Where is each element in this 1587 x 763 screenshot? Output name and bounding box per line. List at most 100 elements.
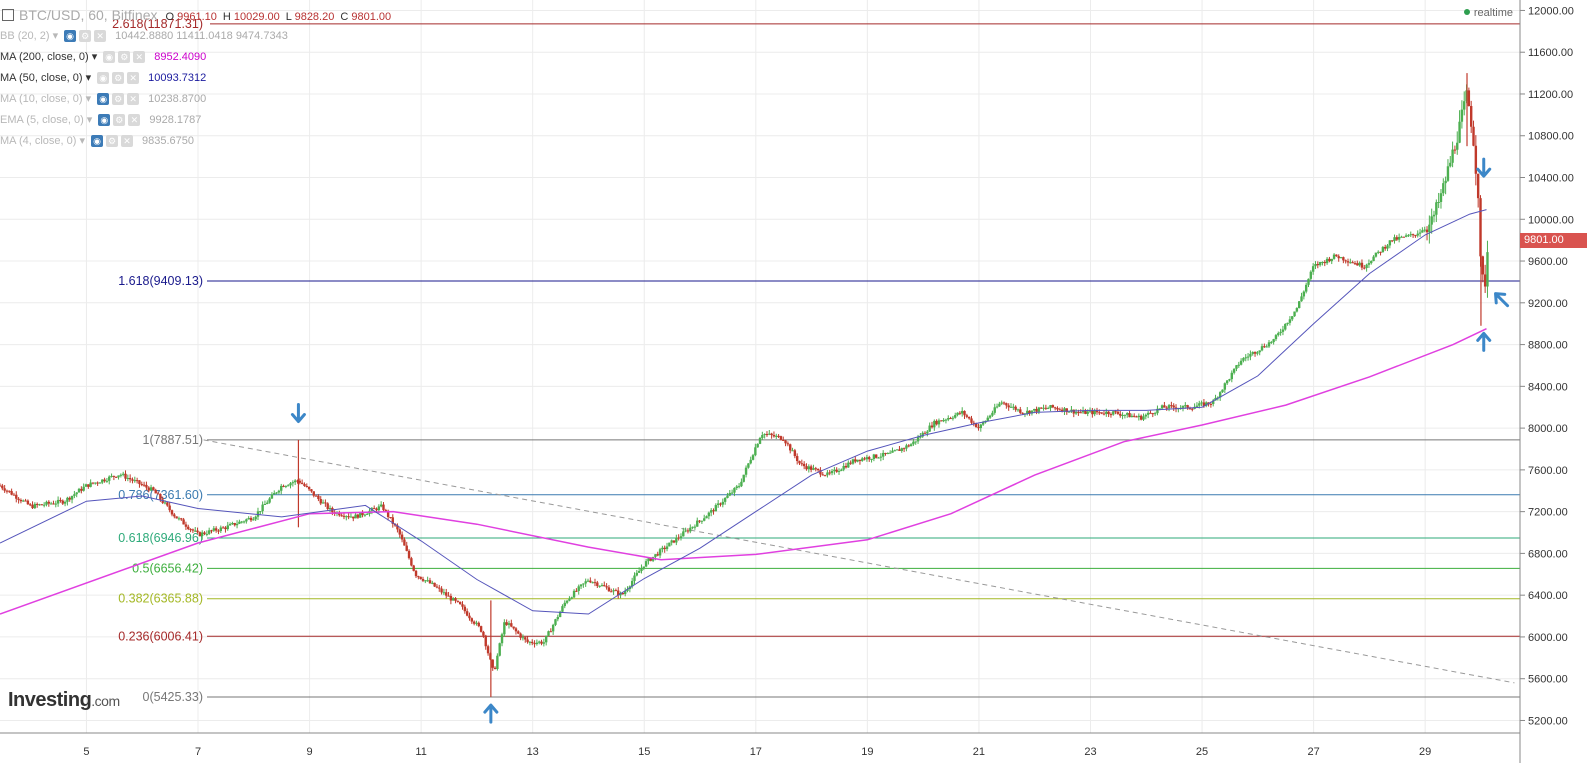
candle-body — [947, 418, 950, 420]
candle-body — [1019, 409, 1022, 413]
close-icon[interactable]: ✕ — [133, 51, 146, 64]
indicator-row[interactable]: BB (20, 2) ▾ ◉ ⚙ ✕ 10442.8880 11411.0418 947… — [0, 26, 397, 47]
candle-body — [1079, 412, 1082, 414]
candle-body — [149, 487, 153, 491]
candle-body — [84, 484, 88, 487]
candle-body — [1253, 352, 1257, 354]
candle-body — [435, 586, 439, 588]
settings-icon[interactable]: ⚙ — [113, 114, 126, 127]
candle-body — [1486, 252, 1489, 287]
settings-icon[interactable]: ⚙ — [79, 30, 92, 43]
candle-body — [1063, 408, 1066, 412]
eye-icon[interactable]: ◉ — [103, 51, 116, 64]
candle-body — [29, 504, 32, 506]
candle-body — [1130, 415, 1134, 418]
realtime-status: realtime — [1463, 7, 1513, 19]
indicator-row[interactable]: EMA (5, close, 0) ▾ ◉ ⚙ ✕ 9928.1787 — [0, 110, 397, 131]
y-tick-label: 7600.00 — [1528, 465, 1568, 477]
candle-body — [526, 639, 529, 643]
eye-icon[interactable]: ◉ — [97, 93, 110, 106]
collapse-toggle-icon[interactable] — [2, 9, 14, 21]
candle-body — [1044, 407, 1048, 409]
candle-body — [1060, 409, 1064, 412]
candle-body — [1158, 408, 1161, 410]
indicator-row[interactable]: MA (200, close, 0) ▾ ◉ ⚙ ✕ 8952.4090 — [0, 47, 397, 68]
candle-body — [679, 536, 683, 538]
eye-icon[interactable]: ◉ — [98, 114, 111, 127]
indicator-row[interactable]: MA (50, close, 0) ▾ ◉ ⚙ ✕ 10093.7312 — [0, 68, 397, 89]
y-tick-label: 6800.00 — [1528, 548, 1568, 560]
candle-body — [600, 585, 604, 587]
candle-body — [1346, 261, 1350, 263]
eye-icon[interactable]: ◉ — [97, 72, 110, 85]
candle-body — [940, 420, 943, 422]
candle-body — [177, 518, 181, 520]
candle-body — [440, 588, 443, 593]
candle-body — [405, 545, 408, 551]
candle-body — [366, 513, 369, 515]
settings-icon[interactable]: ⚙ — [112, 72, 125, 85]
candle-body — [756, 443, 759, 448]
candle-body — [814, 468, 817, 470]
candle-body — [684, 530, 687, 532]
candle-body — [1418, 232, 1422, 234]
candle-body — [270, 494, 274, 499]
candle-body — [793, 450, 797, 457]
candle-body — [119, 474, 123, 476]
candle-body — [1386, 245, 1389, 249]
candle-body — [1267, 342, 1271, 347]
close-icon[interactable]: ✕ — [121, 135, 133, 148]
candle-body — [1239, 360, 1243, 365]
indicator-row[interactable]: MA (10, close, 0) ▾ ◉ ⚙ ✕ 10238.8700 — [0, 89, 397, 110]
candle-body — [433, 582, 436, 587]
candle-body — [1102, 413, 1106, 415]
candle-body — [1160, 405, 1164, 409]
candle-body — [1225, 380, 1229, 384]
settings-icon[interactable]: ⚙ — [112, 93, 125, 106]
indicator-row[interactable]: MA (4, close, 0) ▾ ◉ ⚙ ✕ 9835.6750 — [0, 131, 397, 152]
candle-body — [1198, 403, 1201, 406]
candle-body — [1093, 410, 1096, 415]
candle-body — [103, 479, 106, 482]
candle-body — [538, 641, 541, 643]
close-icon[interactable]: ✕ — [128, 114, 141, 127]
settings-icon[interactable]: ⚙ — [118, 51, 131, 64]
candle-body — [1456, 142, 1459, 150]
candle-body — [156, 493, 160, 495]
candle-body — [203, 532, 206, 534]
candle-body — [328, 507, 332, 509]
candle-body — [1360, 262, 1364, 268]
close-icon[interactable]: ✕ — [127, 72, 140, 85]
eye-icon[interactable]: ◉ — [64, 30, 77, 43]
candle-body — [663, 547, 666, 550]
settings-icon[interactable]: ⚙ — [106, 135, 118, 148]
candle-body — [475, 622, 478, 624]
candle-body — [314, 495, 318, 497]
close-icon[interactable]: ✕ — [127, 93, 140, 106]
candle-body — [510, 623, 513, 627]
candle-body — [128, 477, 132, 480]
y-tick-label: 5200.00 — [1528, 715, 1568, 727]
annotation-arrow-icon — [1476, 157, 1492, 178]
candle-body — [888, 452, 892, 454]
candle-body — [22, 500, 25, 502]
candle-body — [775, 435, 778, 437]
candle-body — [482, 631, 485, 636]
y-tick-label: 8000.00 — [1528, 423, 1568, 435]
investing-logo[interactable]: Investing.com — [8, 689, 120, 711]
candle-body — [935, 420, 938, 425]
candle-body — [1151, 413, 1154, 415]
close-icon[interactable]: ✕ — [94, 30, 107, 43]
candle-body — [449, 595, 453, 601]
candle-body — [228, 524, 232, 526]
candle-body — [1339, 257, 1343, 259]
candle-body — [1065, 408, 1068, 413]
indicator-controls: ◉ ⚙ ✕ — [97, 68, 142, 89]
candle-body — [1084, 410, 1087, 414]
candle-body — [626, 589, 629, 591]
eye-icon[interactable]: ◉ — [91, 135, 103, 148]
annotation-arrow-icon — [290, 403, 306, 424]
candle-body — [949, 418, 952, 420]
